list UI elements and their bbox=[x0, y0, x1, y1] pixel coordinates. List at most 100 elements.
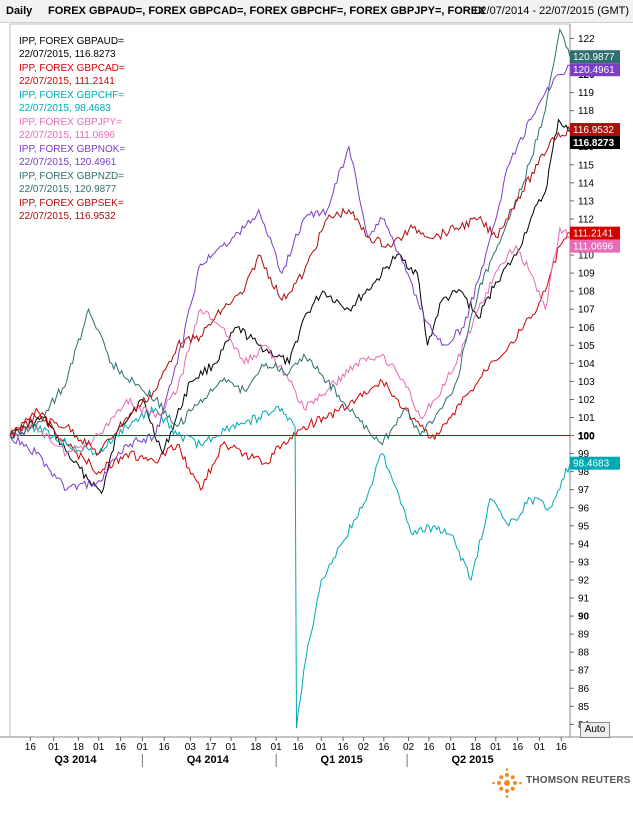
legend-series-name: IPP, FOREX GBPNZD= bbox=[19, 171, 124, 182]
x-tick-label: 02 bbox=[403, 742, 415, 753]
last-value-tag-text: 116.9532 bbox=[573, 125, 614, 136]
instruments-label: FOREX GBPAUD=, FOREX GBPCAD=, FOREX GBPC… bbox=[48, 5, 486, 17]
y-tick-label: 109 bbox=[578, 269, 595, 280]
series-line-gbpnok bbox=[9, 64, 571, 492]
y-tick-label: 99 bbox=[578, 449, 590, 460]
y-tick-label: 92 bbox=[578, 575, 590, 586]
x-tick-label: 16 bbox=[292, 742, 304, 753]
last-value-tag-text: 116.8273 bbox=[573, 138, 615, 149]
y-tick-label: 96 bbox=[578, 503, 590, 514]
x-tick-label: 16 bbox=[423, 742, 435, 753]
last-value-tag-text: 120.4961 bbox=[573, 65, 615, 76]
y-tick-label: 115 bbox=[578, 160, 594, 171]
legend-last-value: 22/07/2015, 116.9532 bbox=[19, 211, 116, 222]
legend-series-name: IPP, FOREX GBPSEK= bbox=[19, 198, 124, 209]
y-tick-label: 105 bbox=[578, 341, 595, 352]
x-tick-label: 16 bbox=[556, 742, 568, 753]
y-tick-label: 87 bbox=[578, 666, 590, 677]
last-value-tag-text: 120.9877 bbox=[573, 52, 615, 63]
date-range-label: 02/07/2014 - 22/07/2015 (GMT) bbox=[474, 5, 629, 17]
x-tick-label: 02 bbox=[358, 742, 370, 753]
series-line-gbpchf bbox=[9, 405, 571, 729]
quarter-label: Q1 2015 bbox=[321, 754, 363, 766]
series-line-gbpnzd bbox=[9, 27, 571, 446]
legend-series-name: IPP, FOREX GBPCHF= bbox=[19, 90, 124, 101]
reference-value-tag: 100 bbox=[578, 432, 595, 443]
series-line-gbpaud bbox=[9, 118, 571, 495]
y-tick-label: 110 bbox=[578, 251, 594, 262]
y-tick-label: 90 bbox=[578, 612, 590, 623]
y-tick-label: 86 bbox=[578, 684, 590, 695]
x-tick-label: 16 bbox=[115, 742, 127, 753]
y-tick-label: 108 bbox=[578, 287, 595, 298]
y-tick-label: 89 bbox=[578, 630, 590, 641]
last-value-tag-text: 98.4683 bbox=[573, 459, 610, 470]
y-tick-label: 102 bbox=[578, 395, 595, 406]
x-tick-label: 17 bbox=[205, 742, 217, 753]
y-tick-label: 114 bbox=[578, 178, 594, 189]
thomson-reuters-logo: THOMSON REUTERS bbox=[492, 766, 630, 800]
y-tick-label: 91 bbox=[578, 594, 590, 605]
y-tick-label: 119 bbox=[578, 88, 594, 99]
last-value-tag-box bbox=[570, 136, 620, 150]
y-tick-label: 113 bbox=[578, 196, 594, 207]
series-line-gbpsek bbox=[9, 125, 571, 457]
y-tick-label: 107 bbox=[578, 305, 595, 316]
x-tick-label: 03 bbox=[185, 742, 197, 753]
x-tick-label: 18 bbox=[470, 742, 482, 753]
legend-series-name: IPP, FOREX GBPJPY= bbox=[19, 117, 122, 128]
y-tick-label: 103 bbox=[578, 377, 595, 388]
series-line-gbpjpy bbox=[9, 226, 571, 457]
x-axis-band bbox=[0, 737, 633, 817]
legend-last-value: 22/07/2015, 120.9877 bbox=[19, 184, 117, 195]
x-tick-label: 16 bbox=[25, 742, 37, 753]
last-value-tag-box bbox=[570, 50, 620, 64]
y-tick-label: 118 bbox=[578, 106, 594, 117]
x-tick-label: 01 bbox=[137, 742, 149, 753]
last-value-tag-box bbox=[570, 123, 620, 137]
y-tick-label: 93 bbox=[578, 557, 590, 568]
legend-series-name: IPP, FOREX GBPAUD= bbox=[19, 36, 124, 47]
y-tick-label: 106 bbox=[578, 323, 595, 334]
legend-last-value: 22/07/2015, 111.0696 bbox=[19, 130, 115, 141]
legend-last-value: 22/07/2015, 111.2141 bbox=[19, 76, 115, 87]
legend-last-value: 22/07/2015, 120.4961 bbox=[19, 157, 117, 168]
y-tick-label: 95 bbox=[578, 521, 590, 532]
x-tick-label: 01 bbox=[534, 742, 546, 753]
x-tick-label: 18 bbox=[73, 742, 85, 753]
y-tick-label: 100 bbox=[578, 431, 595, 442]
frequency-label[interactable]: Daily bbox=[6, 5, 33, 17]
y-tick-label: 85 bbox=[578, 702, 590, 713]
y-tick-label: 112 bbox=[578, 214, 594, 225]
y-tick-label: 101 bbox=[578, 413, 595, 424]
quarter-label: Q2 2015 bbox=[451, 754, 493, 766]
y-tick-label: 97 bbox=[578, 485, 590, 496]
reuters-dots-icon bbox=[492, 768, 522, 798]
x-tick-label: 16 bbox=[159, 742, 171, 753]
quarter-label: Q4 2014 bbox=[187, 754, 230, 766]
y-tick-label: 98 bbox=[578, 467, 590, 478]
x-tick-label: 01 bbox=[316, 742, 328, 753]
auto-scale-button[interactable]: Auto bbox=[580, 722, 610, 738]
x-tick-label: 16 bbox=[512, 742, 524, 753]
x-tick-label: 16 bbox=[338, 742, 350, 753]
series-line-gbpcad bbox=[9, 232, 571, 491]
logo-text: THOMSON REUTERS bbox=[526, 775, 631, 786]
legend-last-value: 22/07/2015, 116.8273 bbox=[19, 49, 116, 60]
x-tick-label: 01 bbox=[271, 742, 283, 753]
last-value-tag-box bbox=[570, 226, 620, 240]
chart-header: Daily FOREX GBPAUD=, FOREX GBPCAD=, FORE… bbox=[0, 0, 633, 23]
x-tick-label: 01 bbox=[93, 742, 105, 753]
x-tick-label: 01 bbox=[226, 742, 238, 753]
quarter-label: Q3 2014 bbox=[54, 754, 97, 766]
x-tick-label: 01 bbox=[445, 742, 457, 753]
last-value-tag-box bbox=[570, 456, 620, 470]
last-value-tag-text: 111.2141 bbox=[573, 229, 614, 240]
last-value-tag-box bbox=[570, 63, 620, 77]
last-value-tag-text: 111.0696 bbox=[573, 242, 614, 253]
x-tick-label: 18 bbox=[250, 742, 262, 753]
legend-series-name: IPP, FOREX GBPNOK= bbox=[19, 144, 125, 155]
x-tick-label: 16 bbox=[378, 742, 390, 753]
